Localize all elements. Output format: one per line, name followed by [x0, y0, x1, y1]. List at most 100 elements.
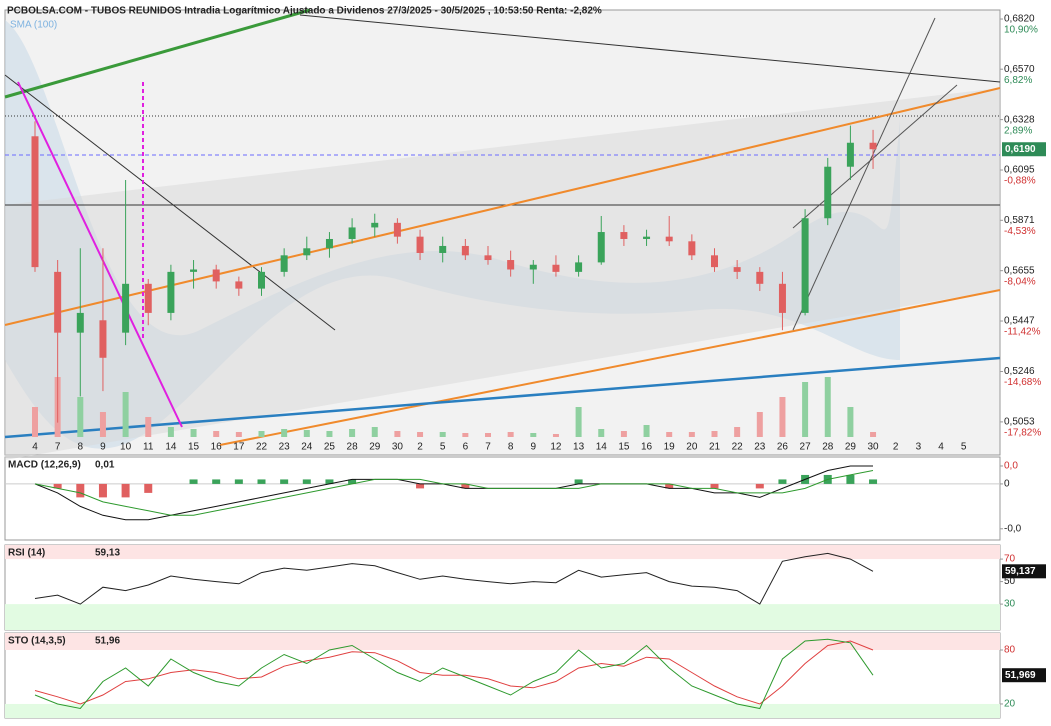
macd-panel [4, 456, 1001, 541]
x-tick-label: 26 [777, 442, 789, 453]
histogram-bar [846, 474, 855, 484]
x-tick-label: 21 [709, 442, 721, 453]
y-tick-pct: -0,88% [1004, 176, 1036, 187]
panel-value: 59,13 [95, 548, 120, 559]
last-value-label: 59,137 [1005, 566, 1036, 577]
x-tick-label: 5 [961, 442, 967, 453]
histogram-bar [348, 479, 357, 484]
candle-body [303, 248, 311, 256]
volume-bar [349, 429, 356, 437]
histogram-bar [755, 483, 764, 489]
histogram-bar [869, 479, 878, 484]
x-tick-label: 17 [233, 442, 245, 453]
last-value-label: 0,6190 [1005, 144, 1036, 155]
candle-body [31, 136, 39, 268]
volume-bar [32, 407, 38, 437]
volume-bar [281, 429, 288, 437]
volume-bar [258, 431, 265, 437]
candle-body [507, 260, 515, 270]
volume-bar [303, 430, 310, 437]
channel [5, 88, 1000, 460]
oversold-band [5, 703, 1000, 718]
candle-body [439, 245, 447, 253]
volume-bar [688, 432, 695, 437]
y-tick-label: 20 [1004, 699, 1016, 710]
trend-line [4, 356, 1001, 439]
candle-body [801, 218, 809, 313]
x-tick-label: 25 [324, 442, 336, 453]
x-tick-label: 22 [256, 442, 268, 453]
y-tick-label: 0,0 [1004, 461, 1018, 472]
x-tick-label: 2 [417, 442, 423, 453]
x-tick-label: 5 [440, 442, 446, 453]
indicator-line [34, 638, 874, 710]
x-tick-label: 8 [508, 442, 514, 453]
volume-bar [643, 425, 650, 437]
channel-line [792, 17, 936, 331]
x-tick-label: 28 [822, 442, 834, 453]
x-tick-label: 7 [55, 442, 61, 453]
candle-body [665, 236, 673, 242]
x-tick-label: 16 [211, 442, 223, 453]
volume-bar [417, 432, 424, 437]
x-tick-label: 23 [754, 442, 766, 453]
histogram-bar [416, 483, 425, 489]
x-tick-label: 9 [531, 442, 537, 453]
candle-body [393, 222, 401, 237]
candle-body [190, 269, 198, 272]
volume-bar [620, 431, 627, 437]
panel-title: STO (14,3,5) [8, 636, 66, 647]
candle-body [212, 269, 220, 282]
candle-body [756, 271, 764, 284]
overbought-band [5, 633, 1000, 650]
candle-body [416, 236, 424, 253]
x-tick-label: 3 [916, 442, 922, 453]
histogram-bar [461, 483, 470, 489]
x-tick-label: 13 [573, 442, 585, 453]
volume-bar [824, 377, 831, 437]
volume-bar [213, 431, 220, 437]
histogram-bar [710, 483, 719, 489]
candle-body [167, 271, 175, 313]
volume-bar [485, 433, 491, 437]
macd-line [34, 465, 873, 521]
x-tick-label: 7 [485, 442, 491, 453]
signal-line [34, 640, 874, 705]
x-tick-label: 30 [392, 442, 404, 453]
x-tick-label: 6 [463, 442, 469, 453]
x-tick-label: 4 [938, 442, 944, 453]
y-tick-label: 30 [1004, 599, 1016, 610]
volume-bar [598, 429, 605, 437]
x-tick-label: 2 [893, 442, 899, 453]
legend-label: SMA (100) [10, 20, 57, 31]
y-tick-label: 0 [1004, 479, 1010, 490]
y-tick-pct: -17,82% [1004, 428, 1041, 439]
candle-body [144, 283, 152, 313]
volume-bar [711, 431, 718, 437]
last-value-box [1002, 668, 1046, 683]
volume-bar [802, 382, 809, 437]
volume-bar [575, 407, 582, 437]
x-tick-label: 4 [32, 442, 38, 453]
x-tick-label: 15 [188, 442, 200, 453]
candle-body [869, 142, 877, 150]
candle-body [348, 227, 356, 239]
candle-body [711, 255, 718, 268]
y-tick-label: 0,5655 [1004, 265, 1035, 276]
x-tick-label: 15 [618, 442, 630, 453]
panel-title: RSI (14) [8, 548, 45, 559]
histogram-bar [98, 483, 107, 498]
histogram-bar [212, 479, 221, 484]
y-tick-label: 80 [1004, 645, 1016, 656]
x-tick-label: 9 [100, 442, 106, 453]
candle-body [529, 264, 537, 270]
channel-line [792, 84, 958, 229]
volume-bar [530, 433, 537, 437]
volume-bar [99, 412, 106, 437]
candle-body [99, 320, 107, 358]
y-tick-label: 0,6328 [1004, 114, 1035, 125]
histogram-bar [144, 483, 153, 493]
candle-body [688, 241, 696, 256]
x-tick-label: 14 [596, 442, 608, 453]
